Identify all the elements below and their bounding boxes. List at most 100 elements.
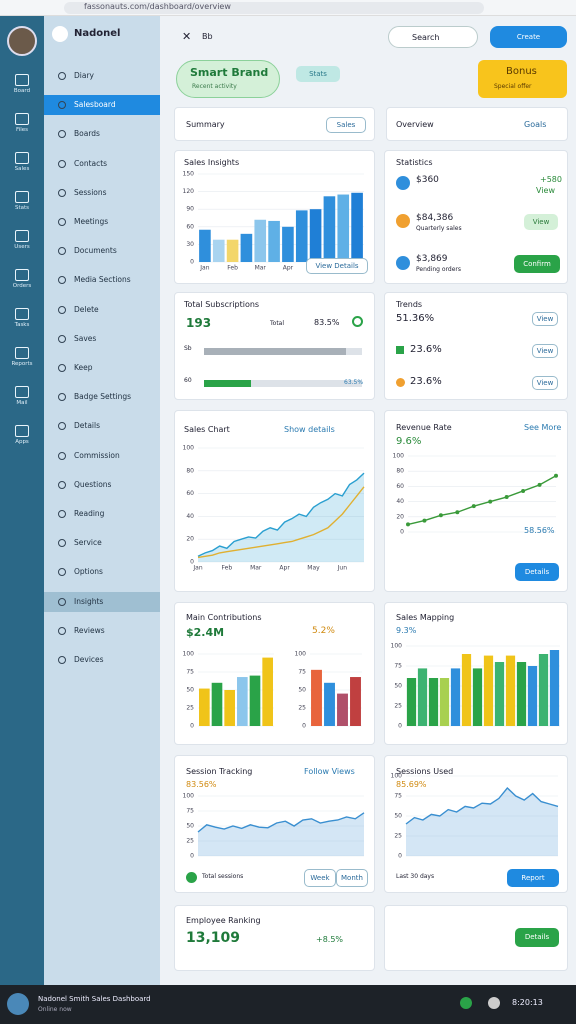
sidebar-item[interactable]: Insights (44, 591, 160, 612)
bar (549, 650, 560, 726)
overview-badge[interactable]: Goals (524, 120, 547, 129)
sidebar-label: Saves (74, 333, 97, 343)
view-button[interactable]: View (524, 214, 558, 230)
view-button[interactable]: View (532, 376, 558, 390)
sidebar-item[interactable]: Salesboard (44, 95, 160, 116)
sidebar-item[interactable]: Boards (44, 124, 160, 144)
report-button[interactable]: Report (507, 869, 559, 887)
bar (351, 192, 363, 262)
chart-link[interactable]: See More (524, 423, 562, 432)
item-icon (58, 334, 66, 343)
chart-title: Sales Chart (184, 425, 230, 434)
item-icon (58, 568, 66, 577)
summary-badge[interactable]: Sales (326, 117, 366, 133)
line (407, 475, 557, 526)
rail-item[interactable]: Sales (0, 152, 44, 172)
avatar[interactable] (7, 993, 29, 1015)
create-button[interactable]: Create (490, 26, 567, 48)
rail-item[interactable]: Files (0, 113, 44, 133)
icon (396, 378, 405, 387)
item-icon (58, 510, 66, 518)
sidebar-item[interactable]: Details (44, 416, 160, 436)
confirm-button[interactable]: Confirm (514, 255, 560, 273)
item-icon (58, 72, 66, 80)
rail-item[interactable]: Orders (0, 269, 44, 289)
toggle-button[interactable]: Week (304, 869, 336, 887)
sidebar-item[interactable]: Saves (44, 329, 160, 349)
icon (396, 214, 410, 228)
y-tick-label: 25 (394, 833, 402, 840)
sidebar-item[interactable]: Reviews (44, 621, 160, 641)
search-box[interactable] (388, 26, 478, 48)
sidebar-item[interactable]: Commission (44, 446, 160, 466)
sidebar-item[interactable]: Service (44, 533, 160, 553)
sidebar-item[interactable]: Media Sections (44, 270, 160, 290)
browser-bar: fassonauts.com/dashboard/overview (0, 0, 576, 16)
sidebar-item[interactable]: Options (44, 562, 160, 582)
bar (226, 239, 239, 262)
bar (224, 690, 235, 726)
rail-item[interactable]: Reports (0, 347, 44, 367)
sidebar-label: Documents (74, 246, 117, 256)
search-label: Search (412, 33, 440, 42)
view-button[interactable]: View (532, 344, 558, 358)
chart-link[interactable]: Show details (284, 425, 335, 434)
rail-item[interactable]: Mail (0, 386, 44, 406)
x-tick-label: Jan (199, 265, 209, 272)
rail-item[interactable]: Board (0, 74, 44, 94)
tray-icon[interactable] (460, 997, 472, 1009)
rail-item[interactable]: Apps (0, 425, 44, 445)
x-tick-label: May (307, 565, 320, 572)
legend: Last 30 days (396, 873, 435, 880)
sidebar-item[interactable]: Questions (44, 475, 160, 495)
address-bar[interactable] (64, 2, 484, 14)
item-icon (58, 393, 66, 402)
sidebar-label: Details (74, 421, 101, 431)
y-tick-label: 20 (396, 513, 404, 520)
y-tick-label: 100 (295, 651, 307, 658)
ranking-title: Employee Ranking (186, 916, 261, 925)
chart-value: 9.6% (396, 436, 422, 447)
rail-item[interactable]: Tasks (0, 308, 44, 328)
y-tick-label: 100 (391, 643, 403, 650)
brand-pill[interactable] (176, 60, 280, 98)
toggle-button[interactable]: Month (336, 869, 368, 887)
stat-action[interactable]: View (536, 186, 555, 195)
sidebar-item[interactable]: Sessions (44, 183, 160, 203)
details-button[interactable]: View Details (306, 258, 368, 274)
sidebar-item[interactable]: Devices (44, 650, 160, 670)
line-chart: 0 20 40 60 80 100 (393, 453, 558, 536)
sidebar-item[interactable]: Delete (44, 300, 160, 320)
sidebar-item[interactable]: Contacts (44, 154, 160, 174)
sidebar-item[interactable]: Badge Settings (44, 387, 160, 407)
stats-tag[interactable]: Stats (296, 66, 340, 82)
sidebar-label: Sessions (74, 187, 107, 197)
rail-item[interactable]: Stats (0, 191, 44, 211)
sidebar-label: Salesboard (74, 100, 116, 110)
progress-label: Sb (184, 345, 192, 352)
sidebar-item[interactable]: Reading (44, 504, 160, 524)
sidebar-label: Keep (74, 363, 93, 372)
x-tick-label: Jun (337, 565, 348, 572)
sidebar-item[interactable]: Meetings (44, 212, 160, 232)
tray-icon[interactable] (488, 997, 500, 1009)
sidebar-item[interactable]: Documents (44, 241, 160, 261)
sidebar-item[interactable]: Diary (44, 66, 160, 86)
sidebar-item[interactable]: Keep (44, 358, 160, 378)
rail-label: Files (15, 127, 29, 133)
close-icon[interactable]: ✕ (182, 30, 192, 43)
details-button[interactable]: Details (515, 928, 559, 947)
avatar[interactable] (7, 26, 37, 56)
y-tick-label: 60 (186, 490, 194, 497)
sidebar-label: Reading (74, 509, 105, 518)
chart-link[interactable]: Follow Views (304, 767, 355, 776)
details-button[interactable]: Details (515, 563, 559, 581)
promo[interactable] (478, 60, 567, 98)
rail-icon (15, 308, 29, 320)
view-button[interactable]: View (532, 312, 558, 326)
bar (282, 226, 294, 262)
rail-item[interactable]: Users (0, 230, 44, 250)
bar (240, 233, 253, 262)
sidebar-label: Service (74, 538, 102, 548)
